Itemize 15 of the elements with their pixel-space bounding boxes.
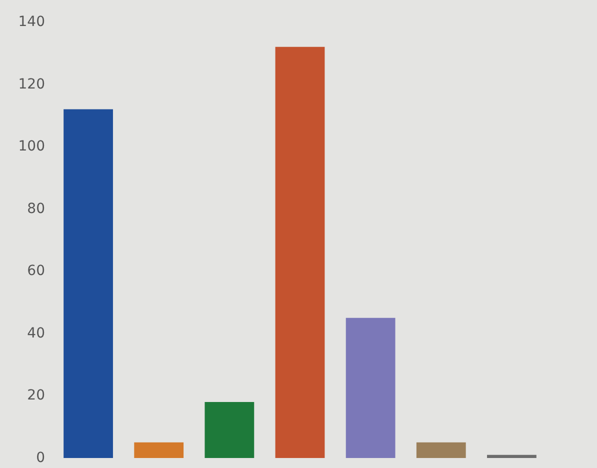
bar: [64, 109, 113, 458]
y-tick-label: 20: [27, 388, 45, 404]
y-tick-label: 60: [27, 263, 45, 280]
y-tick-label: 0: [36, 450, 45, 466]
bar: [416, 442, 466, 458]
bar: [346, 318, 396, 458]
bar: [204, 402, 254, 458]
y-tick-label: 120: [18, 76, 45, 92]
y-tick-label: 80: [27, 200, 45, 217]
y-tick-label: 100: [18, 138, 45, 155]
bar: [134, 442, 184, 458]
bar: [487, 454, 536, 458]
y-tick-label: 40: [27, 325, 45, 342]
y-tick-label: 140: [18, 14, 45, 30]
bar: [275, 46, 325, 458]
